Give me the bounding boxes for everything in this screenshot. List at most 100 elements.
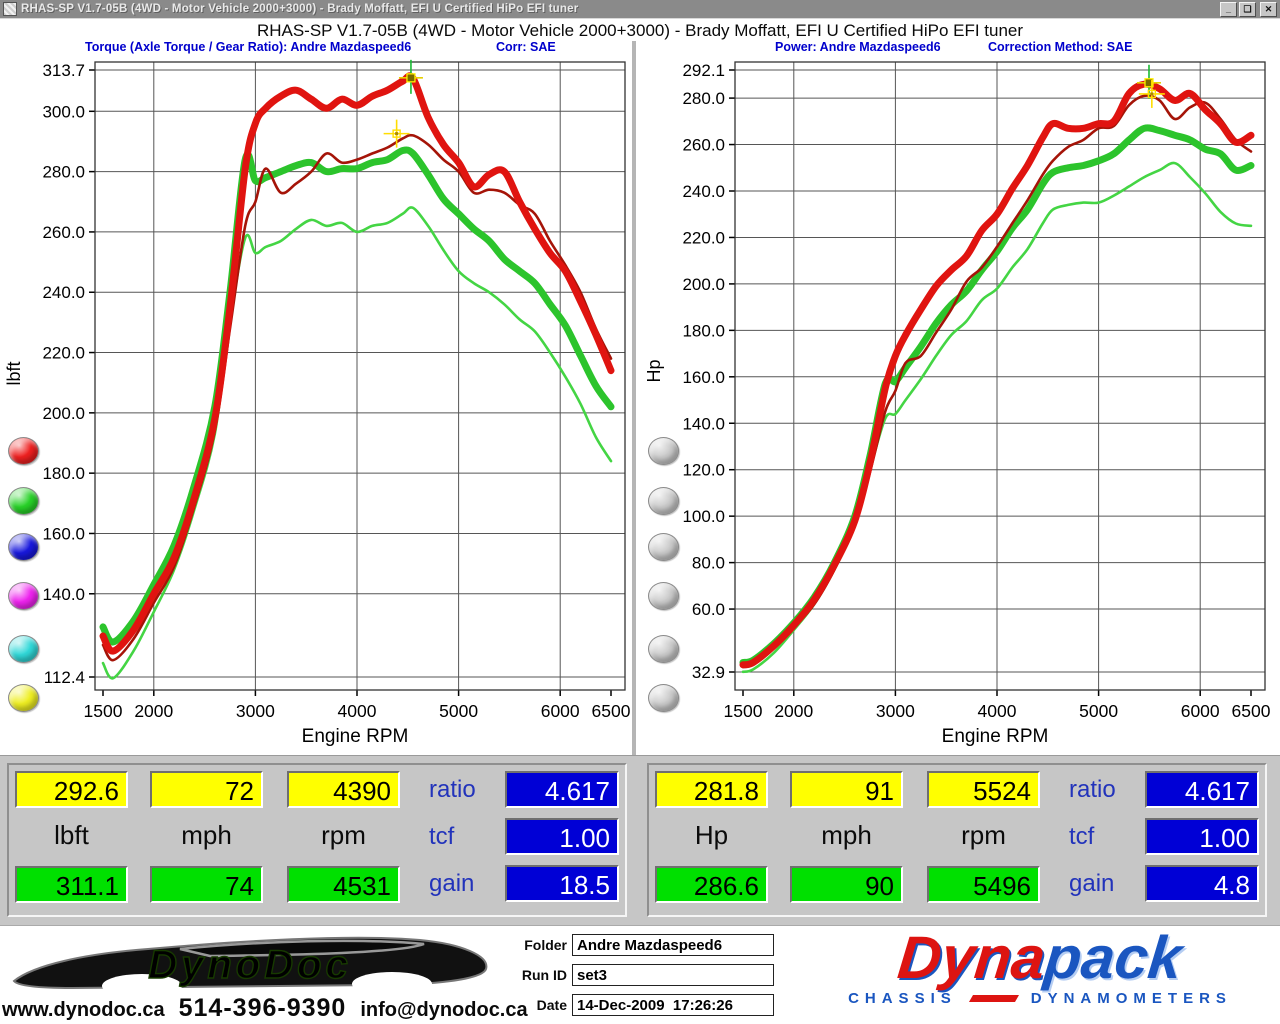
power-tcf-value: 1.00 [1145,818,1259,855]
x-tick-label: 5000 [1079,701,1118,721]
y-tick-label: 140.0 [682,414,725,433]
power-cursor2-mph: 90 [790,866,903,903]
torque-readout-panel: 292.6 72 4390 ratio 4.617 lbft mph rpm t… [7,763,627,917]
torque-unit-label: lbft [54,820,89,850]
power-readout-panel: 281.8 91 5524 ratio 4.617 Hp mph rpm tcf… [647,763,1267,917]
dynapack-dash-icon [968,995,1019,1002]
y-tick-label: 200.0 [42,404,85,423]
mph-unit-label: mph [181,820,232,850]
yellow-cursor-marker [1138,79,1165,108]
y-tick-label: 300.0 [42,102,85,121]
x-axis-label: Engine RPM [942,726,1049,747]
power-cursor1-value: 281.8 [655,771,768,808]
torque-cursor1-value: 292.6 [15,771,128,808]
x-axis-label: Engine RPM [302,726,409,747]
torque-cursor1-rpm: 4390 [287,771,400,808]
gain-label: gain [429,870,475,897]
date-field[interactable] [572,994,774,1016]
x-tick-label: 3000 [876,701,915,721]
tcf-label: tcf [1069,823,1095,850]
dynapack-wordmark-blue: pack [1041,924,1186,991]
footer: DynoDoc www.dynodoc.ca 514-396-9390 info… [0,924,1280,1024]
power-cursor1-rpm: 5524 [927,771,1040,808]
hp-unit-label: Hp [694,820,729,850]
legend-button-cyan[interactable] [8,635,39,663]
y-tick-label: 180.0 [682,321,725,340]
x-tick-label: 2000 [134,701,173,721]
y-tick-label: 180.0 [42,464,85,483]
run-id-field[interactable] [572,964,774,986]
dynodoc-phone: 514-396-9390 [178,994,347,1022]
legend-button-disabled-3[interactable] [648,533,679,561]
dynodoc-email[interactable]: info@dynodoc.ca [360,999,528,1021]
y-axis-label: lbft [4,361,24,385]
dynapack-wordmark-red: Dyna [894,924,1049,991]
minimize-button[interactable]: _ [1220,2,1237,17]
y-tick-label: 200.0 [682,275,725,294]
series-power-run2-main [739,80,1255,669]
y-tick-label: 292.1 [682,61,725,80]
dynodoc-logo: DynoDoc [12,936,488,995]
torque-correction-label: Corr: SAE [496,40,556,54]
close-button[interactable]: ✕ [1260,2,1277,17]
tcf-label: tcf [429,823,455,850]
dynodoc-contact: www.dynodoc.ca 514-396-9390 info@dynodoc… [2,994,528,1023]
run-info-form: Folder Run ID Date [505,934,780,1024]
power-gain-value: 4.8 [1145,865,1259,902]
x-tick-label: 4000 [978,701,1017,721]
restore-button[interactable]: ❏ [1239,2,1256,17]
ratio-label: ratio [1069,776,1116,803]
x-tick-label: 6000 [541,701,580,721]
power-cursor2-value: 286.6 [655,866,768,903]
x-tick-label: 6000 [1181,701,1220,721]
app-icon [3,2,17,16]
y-tick-label: 140.0 [42,585,85,604]
window-titlebar[interactable]: RHAS-SP V1.7-05B (4WD - Motor Vehicle 20… [0,0,1280,19]
legend-button-yellow[interactable] [8,684,39,712]
torque-chart[interactable]: 313.7 300.0 280.0 260.0 240.0 220.0 200.0 180.0… [0,55,640,755]
rpm-unit-label: rpm [321,820,366,850]
mph-unit-label: mph [821,820,872,850]
date-label: Date [536,997,567,1013]
y-tick-label: 160.0 [682,368,725,387]
x-tick-label: 2000 [774,701,813,721]
folder-field[interactable] [572,934,774,956]
dynapack-logo: Dynapack CHASSIS DYNAMOMETERS [810,924,1270,1022]
power-cursor1-mph: 91 [790,771,903,808]
torque-ratio-value: 4.617 [505,771,619,808]
y-axis-label: Hp [644,359,664,382]
legend-button-disabled-4[interactable] [648,582,679,610]
y-tick-label: 240.0 [42,283,85,302]
power-cursor2-rpm: 5496 [927,866,1040,903]
legend-button-disabled-2[interactable] [648,487,679,515]
dynodoc-wordmark: DynoDoc [148,943,352,987]
torque-chart-subtitle: Torque (Axle Torque / Gear Ratio): Andre… [85,40,412,54]
power-chart[interactable]: 292.1 280.0 260.0 240.0 220.0 200.0 180.0 160.0… [640,55,1280,755]
y-tick-label: 240.0 [682,182,725,201]
torque-gain-value: 18.5 [505,865,619,902]
torque-cursor2-rpm: 4531 [287,866,400,903]
green-cursor-marker [398,59,423,94]
legend-button-disabled-6[interactable] [648,684,679,712]
page-title: RHAS-SP V1.7-05B (4WD - Motor Vehicle 20… [0,19,1280,41]
dynapack-tagline-chassis: CHASSIS [848,990,957,1007]
x-tick-label: 5000 [439,701,478,721]
legend-button-magenta[interactable] [8,582,39,610]
yellow-cursor-marker [383,119,410,148]
legend-button-disabled-1[interactable] [648,437,679,465]
x-tick-label: 6500 [1232,701,1271,721]
dynodoc-website[interactable]: www.dynodoc.ca [2,999,165,1021]
power-correction-label: Correction Method: SAE [988,40,1133,54]
gain-label: gain [1069,870,1115,897]
torque-cursor2-value: 311.1 [15,866,128,903]
y-tick-label: 32.9 [692,663,725,682]
x-tick-label: 3000 [236,701,275,721]
legend-button-red[interactable] [8,437,39,465]
power-chart-subtitle: Power: Andre Mazdaspeed6 [775,40,941,54]
ratio-label: ratio [429,776,476,803]
y-tick-label: 260.0 [42,223,85,242]
legend-button-blue[interactable] [8,533,39,561]
legend-button-green[interactable] [8,487,39,515]
legend-button-disabled-5[interactable] [648,635,679,663]
x-tick-label: 6500 [592,701,631,721]
